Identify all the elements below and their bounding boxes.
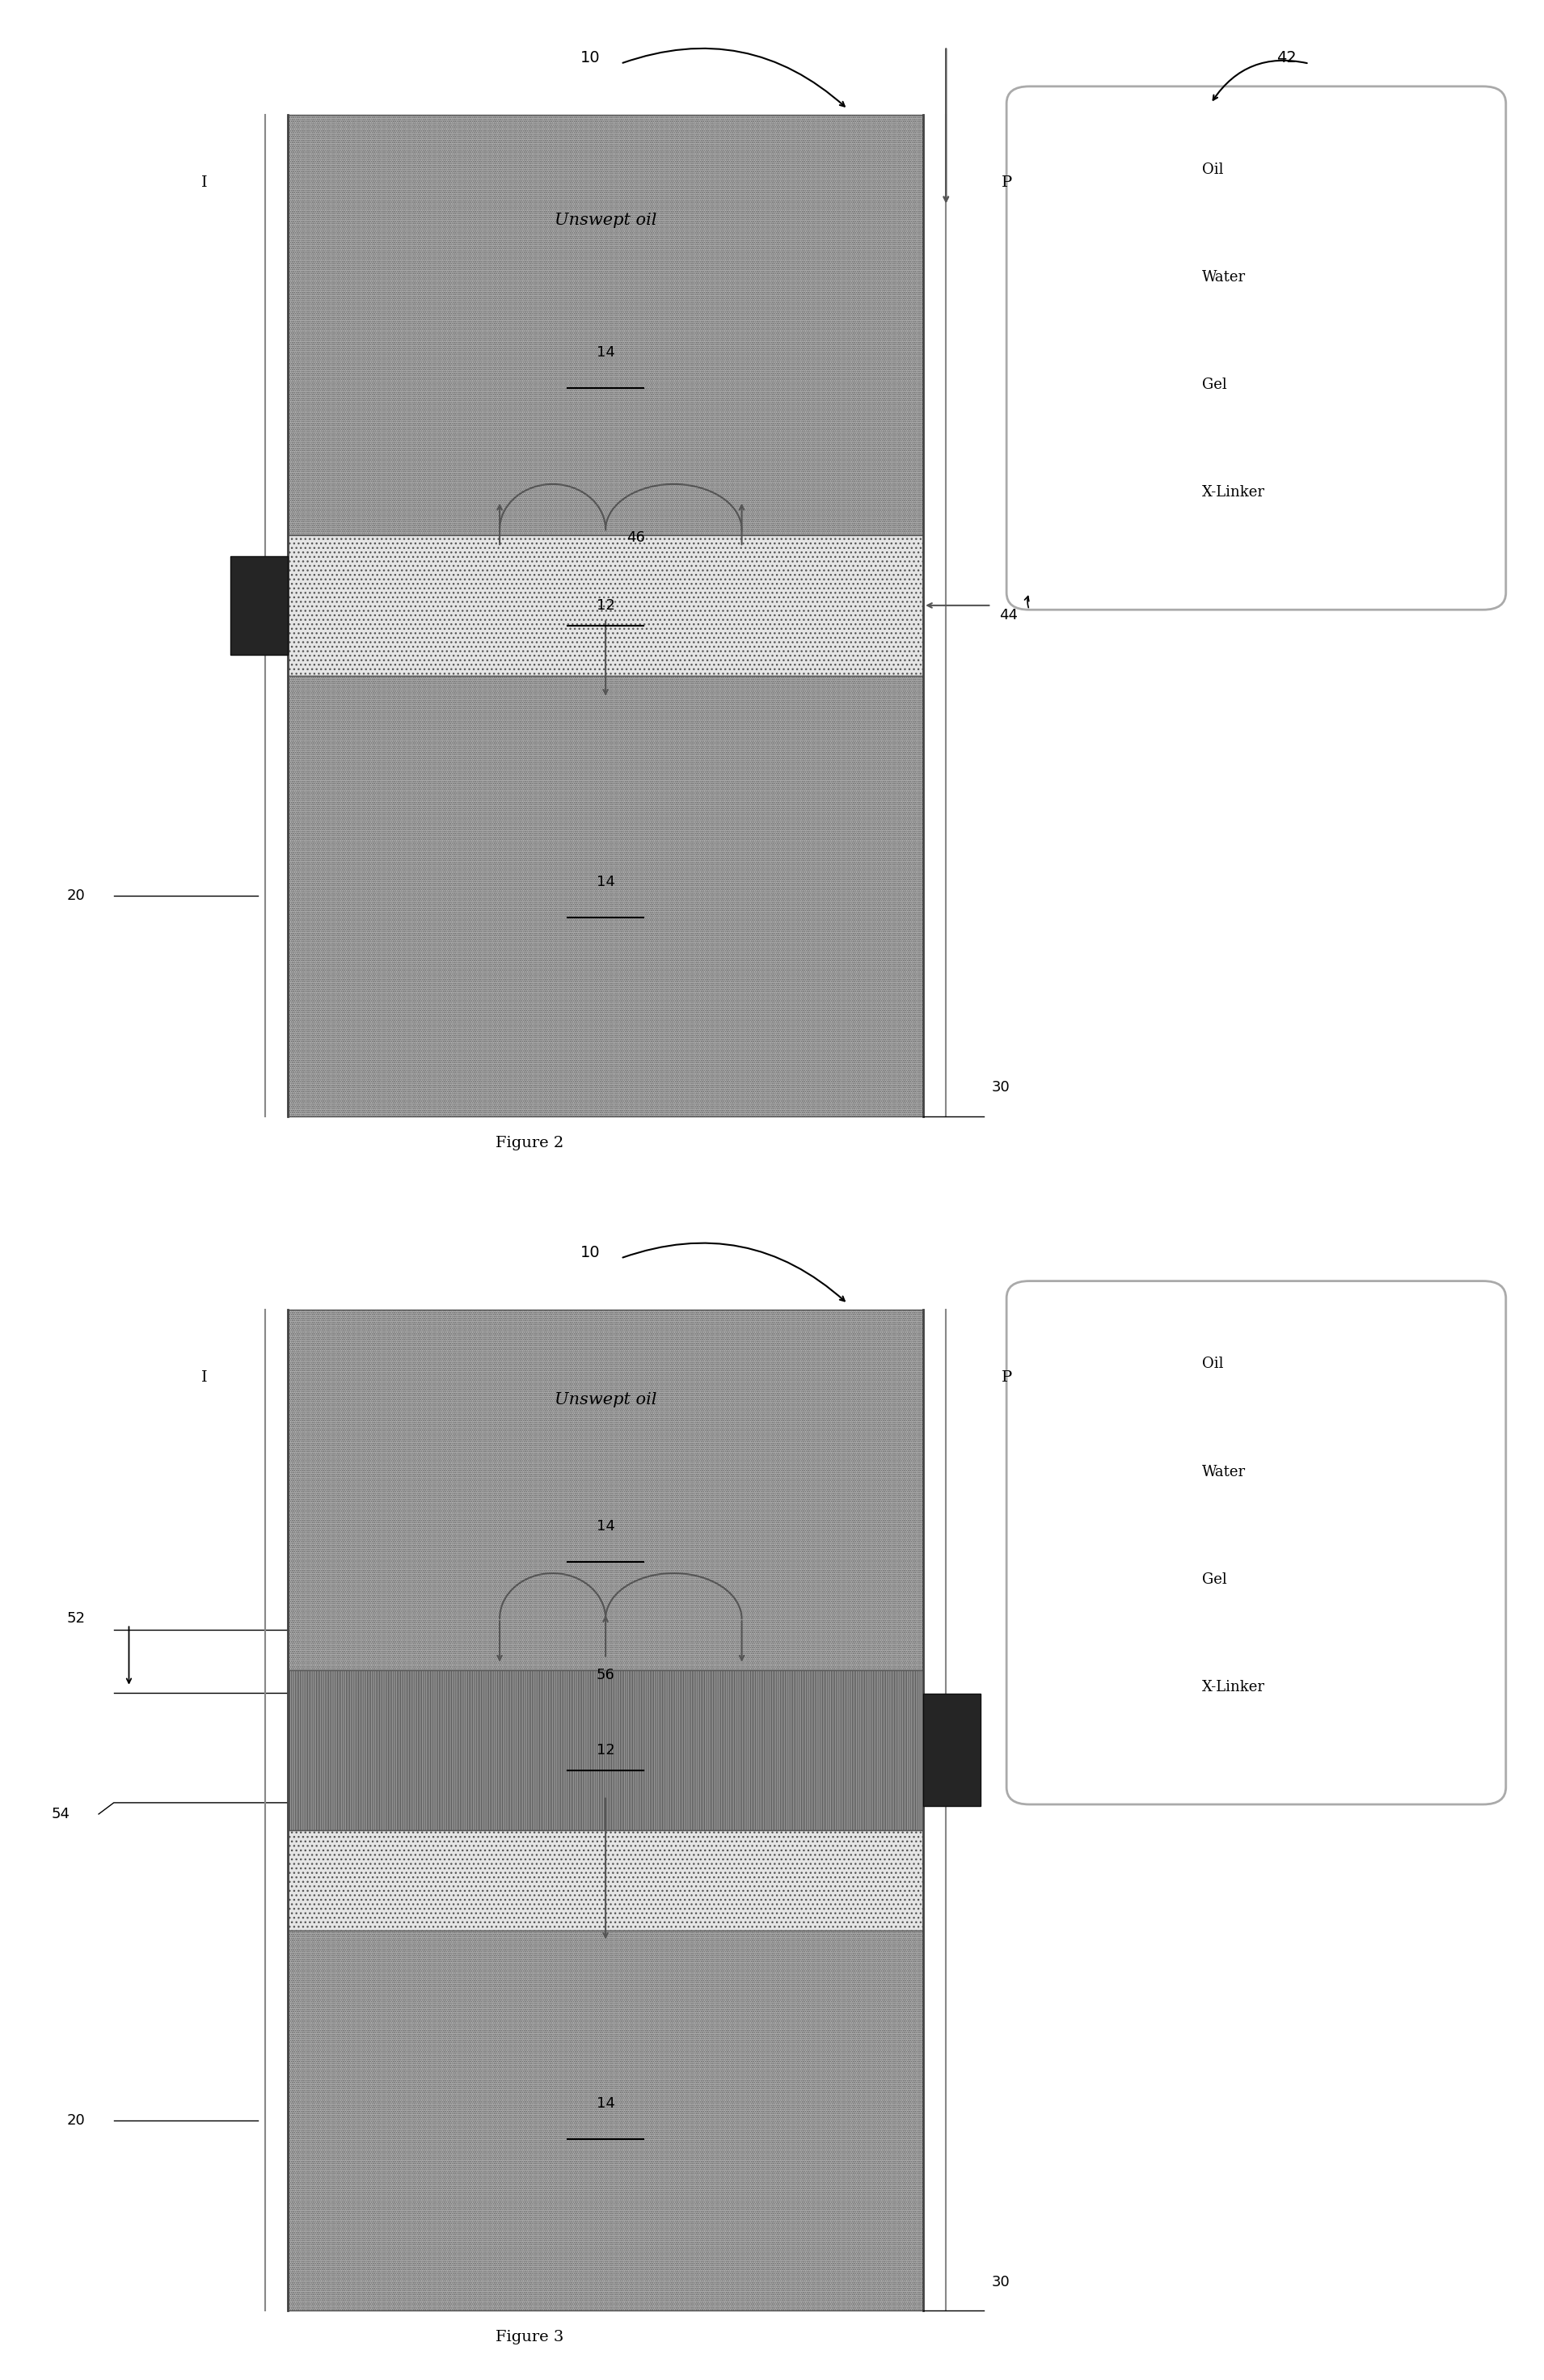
Bar <box>1065 362 1166 407</box>
Text: X-Linker: X-Linker <box>1201 1680 1265 1695</box>
Bar <box>287 1930 923 2311</box>
Bar <box>287 536 923 676</box>
Text: X-Linker: X-Linker <box>1201 486 1265 500</box>
Text: P: P <box>1001 176 1011 190</box>
Text: 20: 20 <box>66 2113 85 2128</box>
Text: 14: 14 <box>596 2097 615 2111</box>
Text: 44: 44 <box>999 609 1017 624</box>
Text: P: P <box>1001 1371 1011 1385</box>
Text: 20: 20 <box>66 888 85 902</box>
Text: Oil: Oil <box>1201 162 1223 176</box>
Bar <box>1065 1449 1166 1495</box>
Text: I: I <box>202 1371 207 1385</box>
Text: 56: 56 <box>596 1668 615 1683</box>
FancyBboxPatch shape <box>1007 1280 1505 1804</box>
Text: Gel: Gel <box>1201 1573 1226 1587</box>
Text: Water: Water <box>1201 269 1246 283</box>
Bar <box>287 114 923 536</box>
Text: Oil: Oil <box>1201 1357 1223 1371</box>
Text: 42: 42 <box>1277 50 1297 67</box>
Bar <box>287 1309 923 1671</box>
Bar <box>1065 1342 1166 1385</box>
Text: 46: 46 <box>627 531 645 545</box>
Text: 12: 12 <box>596 597 615 612</box>
Bar <box>1065 1666 1166 1709</box>
Bar <box>1065 255 1166 300</box>
Bar <box>1065 471 1166 514</box>
Text: 14: 14 <box>596 345 615 359</box>
Text: Gel: Gel <box>1201 378 1226 393</box>
Text: Figure 2: Figure 2 <box>496 1135 564 1150</box>
Text: I: I <box>202 176 207 190</box>
Bar <box>287 1830 923 1930</box>
Bar <box>923 1695 980 1806</box>
Text: Unswept oil: Unswept oil <box>554 212 656 228</box>
Bar <box>287 1671 923 1830</box>
Text: 14: 14 <box>596 876 615 890</box>
Text: 52: 52 <box>66 1611 85 1626</box>
Text: 30: 30 <box>991 1081 1010 1095</box>
FancyBboxPatch shape <box>1007 86 1505 609</box>
Text: 10: 10 <box>581 50 601 67</box>
Text: 54: 54 <box>51 1806 69 1821</box>
Text: Unswept oil: Unswept oil <box>554 1392 656 1407</box>
Bar <box>1065 1557 1166 1602</box>
Text: Figure 3: Figure 3 <box>496 2330 564 2344</box>
Text: 30: 30 <box>991 2275 1010 2290</box>
Bar <box>287 676 923 1116</box>
Text: 14: 14 <box>596 1518 615 1533</box>
Text: Water: Water <box>1201 1464 1246 1478</box>
Bar <box>1065 148 1166 190</box>
Bar <box>230 557 287 655</box>
Text: 12: 12 <box>596 1742 615 1756</box>
Text: 10: 10 <box>581 1245 601 1261</box>
